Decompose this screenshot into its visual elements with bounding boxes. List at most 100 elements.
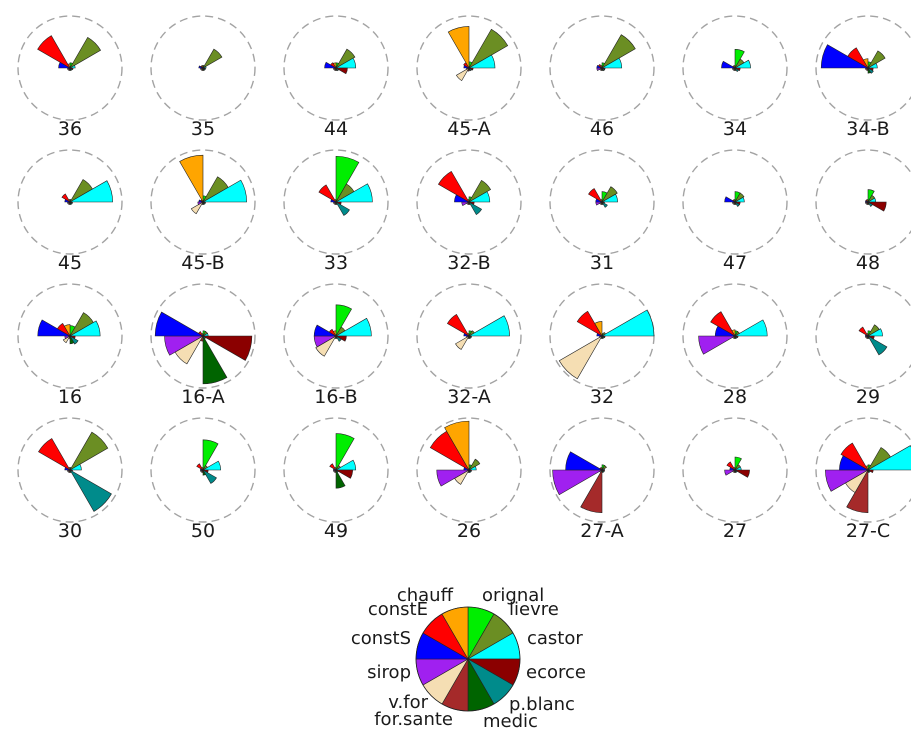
- glyph-ring: [150, 149, 256, 255]
- petal-conste: [446, 313, 470, 337]
- petal-castor: [467, 54, 496, 69]
- station-label: 32-B: [447, 252, 490, 274]
- petal-medic: [335, 468, 346, 489]
- petal-conste: [847, 47, 869, 69]
- petal-lievre: [468, 28, 509, 69]
- petal-ecorce: [866, 201, 887, 212]
- glyph-45-b: 45-B: [150, 149, 256, 274]
- petal-castor: [866, 62, 878, 69]
- petal-v-for: [455, 335, 470, 350]
- petal-conste: [61, 193, 71, 203]
- petal-chauff: [600, 467, 603, 472]
- petal-chauff: [594, 321, 603, 338]
- petal-orignal: [335, 155, 360, 204]
- petal-conste: [196, 463, 204, 471]
- petal-chauff: [63, 324, 71, 338]
- petal-chauff: [467, 199, 470, 204]
- glyph-16: 16: [17, 283, 123, 408]
- petal-medic: [202, 468, 207, 476]
- petal-castor: [201, 179, 247, 203]
- petal-p-blanc: [867, 335, 888, 356]
- station-label: 48: [856, 252, 880, 274]
- glyph-ring: [283, 283, 389, 389]
- station-label: 46: [590, 118, 614, 140]
- petal-castor: [201, 66, 207, 69]
- legend-label-conste: constE: [368, 599, 428, 620]
- petal-castor: [68, 320, 101, 337]
- petal-lievre: [867, 50, 886, 69]
- petal-consts: [154, 311, 205, 337]
- glyph-16-a: 16-A: [150, 283, 256, 408]
- glyph-ring: [549, 417, 655, 523]
- petal-v-for: [558, 335, 603, 380]
- petal-orignal: [202, 439, 219, 472]
- legend-label-chauff: chauff: [397, 585, 454, 606]
- petal-orignal: [734, 48, 745, 70]
- petal-chauff: [600, 65, 603, 70]
- glyph-45-a: 45-A: [416, 15, 522, 140]
- glyph-ring: [815, 149, 911, 255]
- petal-castor: [733, 319, 768, 337]
- station-label: 26: [457, 520, 481, 542]
- glyph-44: 44: [283, 15, 389, 140]
- petal-castor: [334, 317, 372, 337]
- petal-conste: [37, 35, 71, 69]
- glyph-49: 49: [283, 417, 389, 542]
- glyph-ring: [416, 283, 522, 389]
- glyph-ring: [283, 417, 389, 523]
- petal-consts: [565, 451, 604, 471]
- glyph-50: 50: [150, 417, 256, 542]
- petal-consts: [313, 324, 338, 337]
- glyph-ring: [815, 15, 911, 121]
- glyph-ring: [815, 283, 911, 389]
- legend-label-p-blanc: p.blanc: [509, 694, 575, 715]
- petal-medic: [202, 334, 228, 385]
- petal-chauff: [334, 199, 337, 204]
- petal-castor: [68, 463, 82, 471]
- glyph-ring: [150, 417, 256, 523]
- petal-sirop: [552, 469, 604, 496]
- petal-p-blanc: [335, 201, 350, 216]
- petal-p-blanc: [69, 469, 112, 512]
- glyph-ring: [283, 15, 389, 121]
- station-label: 31: [590, 252, 614, 274]
- station-label: 44: [324, 118, 348, 140]
- glyph-16-b: 16-B: [283, 283, 389, 408]
- petal-p-blanc: [734, 201, 740, 207]
- legend-outline: [415, 606, 521, 712]
- glyph-ring: [17, 149, 123, 255]
- legend-label-sirop: sirop: [367, 662, 411, 683]
- petal-chauff: [733, 65, 736, 70]
- petal-chauff: [334, 467, 337, 472]
- petal-p-blanc: [468, 201, 483, 216]
- petal-ecorce: [201, 335, 253, 361]
- petal-ecorce: [334, 469, 353, 479]
- petal-chauff: [731, 329, 736, 338]
- petal-conste: [840, 442, 869, 471]
- glyph-32-a: 32-A: [416, 283, 522, 408]
- petal-consts: [721, 60, 737, 69]
- petal-conste: [328, 328, 337, 337]
- petal-lievre: [601, 186, 618, 203]
- petal-v-for: [190, 201, 204, 215]
- petal-p-blanc: [867, 67, 874, 74]
- station-label: 32: [590, 386, 614, 408]
- petal-castor: [600, 193, 618, 203]
- glyph-30: 30: [17, 417, 123, 542]
- legend-label-consts: constS: [351, 628, 411, 649]
- petal-conste: [38, 438, 71, 471]
- petal-chauff: [467, 333, 470, 338]
- glyph-34: 34: [682, 15, 788, 140]
- station-label: 45-B: [181, 252, 224, 274]
- petal-sirop: [436, 469, 471, 487]
- glyph-26: 26: [416, 417, 522, 542]
- glyph-ring: [416, 417, 522, 523]
- glyph-ring: [815, 417, 911, 523]
- legend-label-orignal: orignal: [482, 585, 544, 606]
- station-label: 32-A: [447, 386, 491, 408]
- petal-chauff: [201, 467, 204, 472]
- glyph-29: 29: [815, 283, 911, 408]
- glyph-ring: [682, 15, 788, 121]
- petal-chauff: [179, 154, 204, 204]
